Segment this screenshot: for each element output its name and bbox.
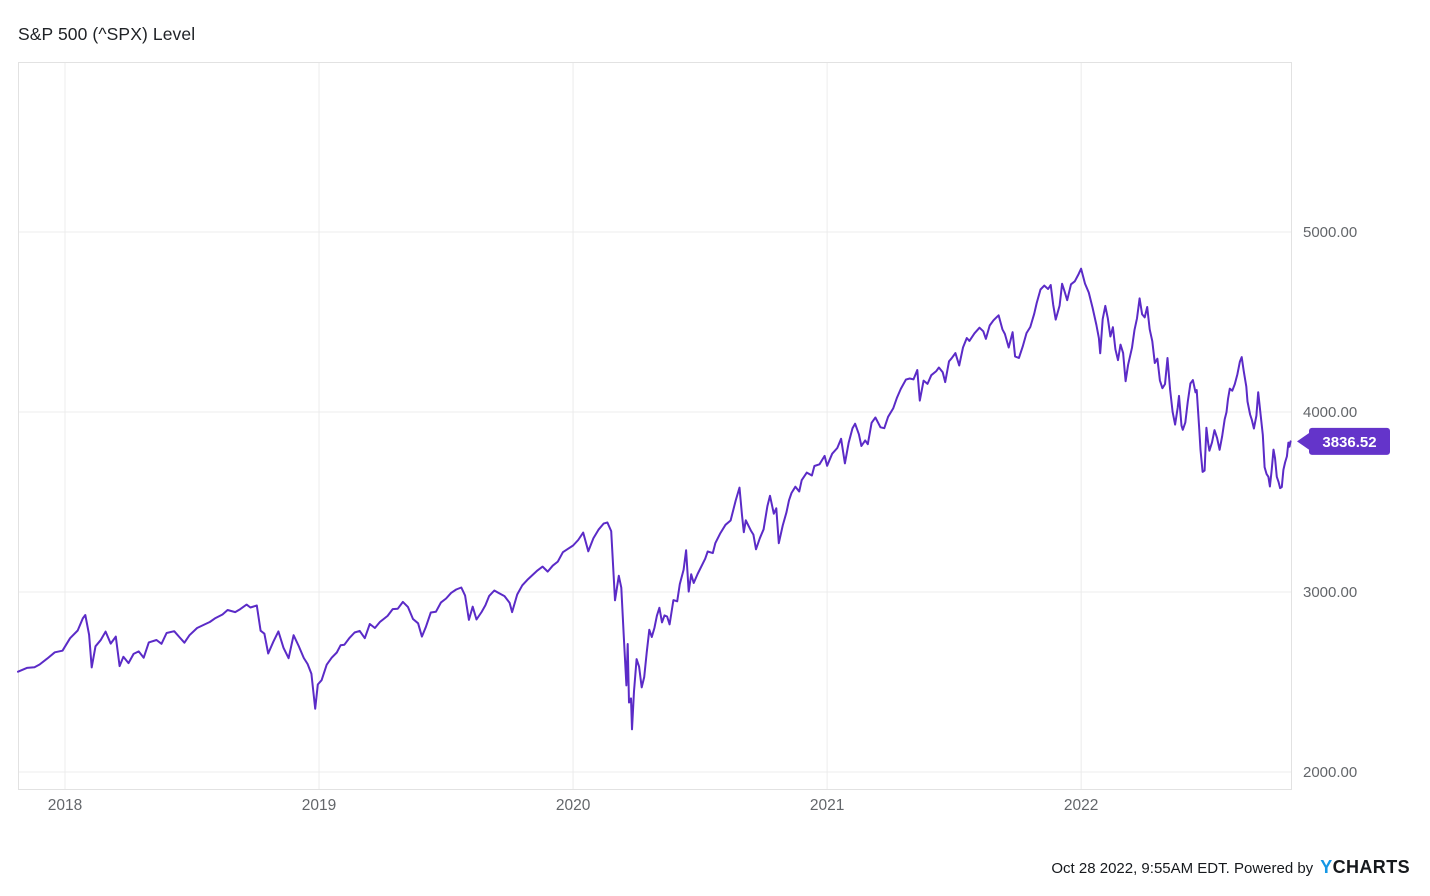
timestamp-text: Oct 28 2022, 9:55AM EDT. Powered by	[1051, 860, 1314, 877]
last-value-badge	[1309, 427, 1390, 455]
price-line[interactable]	[17, 267, 1292, 731]
ycharts-logo: YCHARTS	[1320, 857, 1410, 878]
last-value-badge-label: 3836.52	[1322, 434, 1376, 451]
ycharts-logo-y: Y	[1320, 857, 1333, 877]
x-axis-tick-label: 2019	[302, 797, 336, 814]
x-axis-tick-label: 2018	[48, 797, 82, 814]
chart-footer: Oct 28 2022, 9:55AM EDT. Powered by YCHA…	[1051, 857, 1410, 878]
chart-title: S&P 500 (^SPX) Level	[18, 24, 196, 44]
last-value-badge-arrow	[1297, 432, 1310, 451]
y-axis-tick-label: 3000.00	[1303, 584, 1357, 601]
plot-border	[18, 62, 1292, 790]
ycharts-logo-charts: CHARTS	[1332, 857, 1410, 877]
y-axis-tick-label: 2000.00	[1303, 764, 1357, 781]
y-axis-tick-label: 5000.00	[1303, 224, 1357, 241]
x-axis-tick-label: 2021	[810, 797, 844, 814]
x-axis-tick-label: 2022	[1064, 797, 1098, 814]
chart-canvas[interactable]: 2000.00 3000.00 4000.00 5000.00 2018 2019 2020…	[0, 0, 1430, 836]
x-axis-tick-label: 2020	[556, 797, 591, 814]
y-axis-tick-label: 4000.00	[1303, 404, 1357, 421]
